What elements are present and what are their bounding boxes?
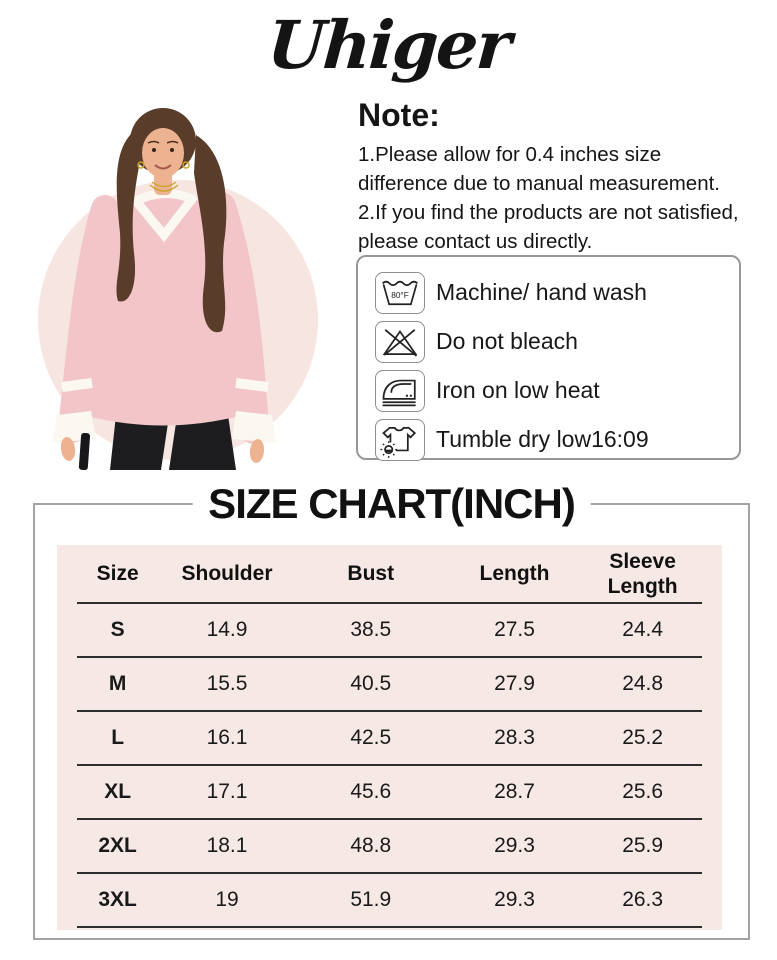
size-chart-table-area: Size Shoulder Bust Length Sleeve Length … [57,545,722,930]
sleeve-cell: 25.2 [583,711,702,766]
table-header-row: Size Shoulder Bust Length Sleeve Length [77,545,702,604]
sleeve-cell: 25.9 [583,819,702,874]
length-cell: 28.3 [445,711,584,766]
bust-cell: 48.8 [295,819,446,874]
hoop-earrings [137,161,190,169]
sleeve-cell: 24.8 [583,657,702,712]
hair-fringe [140,113,186,145]
model-illustration [38,108,318,471]
column-header-bust: Bust [295,545,446,604]
shoulder-cell: 14.9 [158,603,296,658]
note-section: Note: 1.Please allow for 0.4 inches size… [358,98,772,256]
bust-cell: 45.6 [295,765,446,820]
length-cell: 27.5 [445,603,584,658]
shoulder-cell: 17.1 [158,765,296,820]
sleeve-cell: 25.6 [583,765,702,820]
model-face [142,128,184,178]
shoulder-cell: 16.1 [158,711,296,766]
care-label: Tumble dry low16:09 [436,426,649,452]
size-cell: XL [77,765,159,820]
shoulder-cell: 19 [158,873,296,928]
sleeve-stripes [52,378,276,443]
note-line: 1.Please allow for 0.4 inches size [358,143,662,166]
bag-strap [78,432,91,471]
size-chart-section: SIZE CHART(INCH) Size Shoulder Bust Leng… [33,478,750,940]
column-header-size: Size [77,545,159,604]
sleeve-cell: 26.3 [583,873,702,928]
bust-cell: 40.5 [295,657,446,712]
care-label: Iron on low heat [436,377,600,403]
care-item: Do not bleach [375,317,739,366]
sleeve-cell: 24.4 [583,603,702,658]
size-cell: M [77,657,159,712]
table-row: L 16.1 42.5 28.3 25.2 [77,711,702,766]
model-hands [60,437,265,463]
table-row: 3XL 19 51.9 29.3 26.3 [77,873,702,928]
note-line: 2.If you find the products are not satis… [358,201,739,224]
length-cell: 27.9 [445,657,584,712]
table-row: M 15.5 40.5 27.9 24.8 [77,657,702,712]
note-heading: Note: [358,97,440,133]
bust-cell: 38.5 [295,603,446,658]
table-row: 2XL 18.1 48.8 29.3 25.9 [77,819,702,874]
size-cell: S [77,603,159,658]
care-item: 80°F Machine/ hand wash [375,268,739,317]
size-cell: 2XL [77,819,159,874]
care-instructions-box: 80°F Machine/ hand wash Do not bleach Ir… [356,255,741,461]
care-item: Tumble dry low16:09 [375,415,739,464]
size-chart-title: SIZE CHART(INCH) [192,478,591,530]
model-leggings [110,415,236,470]
bust-cell: 42.5 [295,711,446,766]
product-photo [0,85,350,471]
column-header-shoulder: Shoulder [158,545,296,604]
size-cell: 3XL [77,873,159,928]
bust-cell: 51.9 [295,873,446,928]
column-header-sleeve-length: Sleeve Length [583,545,702,604]
model-sleeves [58,192,269,444]
tumble-dry-icon [375,418,425,461]
iron-low-heat-icon [375,369,425,412]
shoulder-cell: 15.5 [158,657,296,712]
table-row: S 14.9 38.5 27.5 24.4 [77,603,702,658]
care-item: Iron on low heat [375,366,739,415]
shoulder-cell: 18.1 [158,819,296,874]
note-line: difference due to manual measurement. [358,172,721,195]
length-cell: 28.7 [445,765,584,820]
column-header-length: Length [445,545,584,604]
size-table: Size Shoulder Bust Length Sleeve Length … [77,545,702,928]
note-line: please contact us directly. [358,230,593,253]
length-cell: 29.3 [445,819,584,874]
face-features [147,140,179,170]
machine-wash-icon: 80°F [375,271,425,314]
brand-logo: Uhiger [265,6,512,84]
necklaces [149,181,179,192]
size-cell: L [77,711,159,766]
do-not-bleach-icon [375,320,425,363]
length-cell: 29.3 [445,873,584,928]
svg-text:80°F: 80°F [391,291,409,300]
care-label: Do not bleach [436,328,578,354]
care-label: Machine/ hand wash [436,279,647,305]
table-row: XL 17.1 45.6 28.7 25.6 [77,765,702,820]
